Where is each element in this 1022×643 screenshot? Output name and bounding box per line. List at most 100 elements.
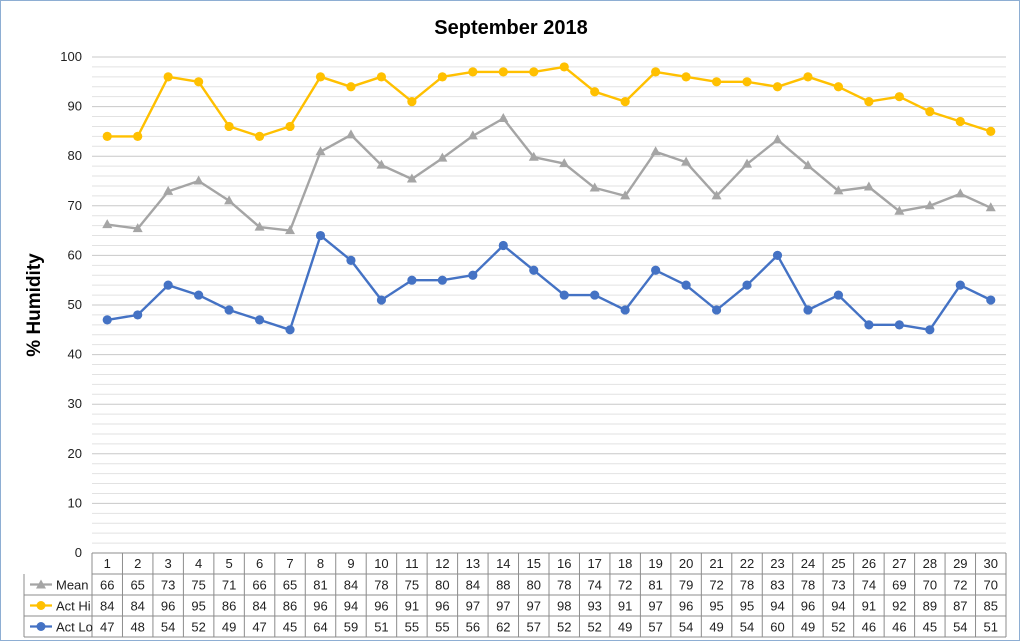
data-cell: 60	[770, 620, 784, 635]
data-cell: 69	[892, 578, 906, 593]
data-cell: 78	[740, 578, 754, 593]
category-label: 15	[527, 556, 541, 571]
data-cell: 96	[313, 599, 327, 614]
data-point	[529, 67, 539, 77]
data-point	[620, 305, 630, 315]
y-tick-label: 20	[68, 446, 82, 461]
category-label: 8	[317, 556, 324, 571]
data-point	[437, 152, 448, 162]
data-point	[194, 290, 204, 300]
category-label: 9	[347, 556, 354, 571]
data-point	[681, 156, 692, 166]
data-cell: 52	[831, 620, 845, 635]
category-label: 10	[374, 556, 388, 571]
data-point	[528, 151, 539, 161]
data-point	[224, 305, 234, 315]
y-tick-label: 50	[68, 297, 82, 312]
data-cell: 91	[618, 599, 632, 614]
data-cell: 74	[862, 578, 876, 593]
category-label: 17	[587, 556, 601, 571]
category-label: 21	[709, 556, 723, 571]
data-cell: 64	[313, 620, 327, 635]
data-point	[346, 82, 356, 92]
data-cell: 96	[801, 599, 815, 614]
data-cell: 94	[344, 599, 358, 614]
category-label: 19	[648, 556, 662, 571]
category-label: 5	[225, 556, 232, 571]
data-point	[467, 130, 478, 140]
data-table: 1 2 3 4 5 6 7 8 9 10 11 12 13 14 15 16 17 18 19 20 21 22 23 24 2…	[23, 552, 1007, 638]
category-label: 27	[892, 556, 906, 571]
series-line	[107, 117, 992, 232]
data-cell: 96	[374, 599, 388, 614]
data-point	[894, 320, 904, 330]
data-cell: 94	[770, 599, 784, 614]
data-cell: 96	[679, 599, 693, 614]
category-label: 1	[104, 556, 111, 571]
data-cell: 95	[191, 599, 205, 614]
data-cell: 81	[313, 578, 327, 593]
y-tick-label: 40	[68, 347, 82, 362]
data-point	[224, 195, 235, 205]
data-cell: 49	[801, 620, 815, 635]
data-point	[132, 223, 143, 233]
category-label: 29	[953, 556, 967, 571]
data-cell: 54	[953, 620, 967, 635]
y-axis-ticks: 0 10 20 30 40 50 60 70 80 90 100	[60, 49, 82, 560]
data-point	[833, 82, 844, 92]
data-point	[254, 131, 265, 141]
data-point	[315, 72, 326, 82]
data-cell: 56	[466, 620, 480, 635]
data-point	[955, 116, 965, 127]
data-point	[894, 205, 905, 215]
data-point	[863, 181, 874, 191]
y-tick-label: 60	[68, 247, 82, 262]
data-point	[315, 146, 326, 156]
category-label: 30	[984, 556, 998, 571]
data-cell: 95	[709, 599, 723, 614]
data-cell: 65	[130, 578, 144, 593]
category-label: 24	[801, 556, 815, 571]
data-point	[955, 188, 966, 198]
data-cell: 72	[709, 578, 723, 593]
data-point	[742, 280, 752, 290]
data-cell: 48	[130, 620, 144, 635]
data-cell: 84	[466, 578, 480, 593]
data-cell: 92	[892, 599, 906, 614]
data-point	[590, 290, 600, 300]
category-label: 23	[770, 556, 784, 571]
data-point	[345, 129, 356, 139]
category-label: 25	[831, 556, 845, 571]
data-point	[163, 72, 173, 82]
data-point	[437, 275, 447, 285]
data-point	[102, 315, 112, 325]
data-point	[498, 113, 509, 123]
data-cell: 70	[923, 578, 937, 593]
y-tick-label: 70	[68, 198, 82, 213]
y-tick-label: 80	[68, 148, 82, 163]
data-cell: 62	[496, 620, 510, 635]
data-cell: 84	[130, 599, 144, 614]
data-cell: 78	[374, 578, 388, 593]
data-point	[681, 280, 691, 290]
data-cell: 71	[222, 578, 236, 593]
data-point	[376, 295, 387, 305]
data-point	[924, 200, 935, 210]
data-point	[133, 131, 143, 141]
data-point	[803, 72, 813, 82]
data-point	[254, 315, 265, 325]
data-cell: 75	[405, 578, 419, 593]
data-cell: 97	[496, 599, 510, 614]
data-cell: 80	[527, 578, 541, 593]
data-point	[315, 230, 326, 241]
data-point	[194, 77, 204, 87]
data-point	[650, 146, 661, 156]
data-point	[376, 72, 387, 82]
y-tick-label: 100	[60, 49, 82, 64]
data-cell: 84	[252, 599, 266, 614]
data-cell: 85	[984, 599, 998, 614]
data-cell: 57	[648, 620, 662, 635]
data-point	[376, 159, 387, 169]
data-point	[102, 219, 113, 229]
